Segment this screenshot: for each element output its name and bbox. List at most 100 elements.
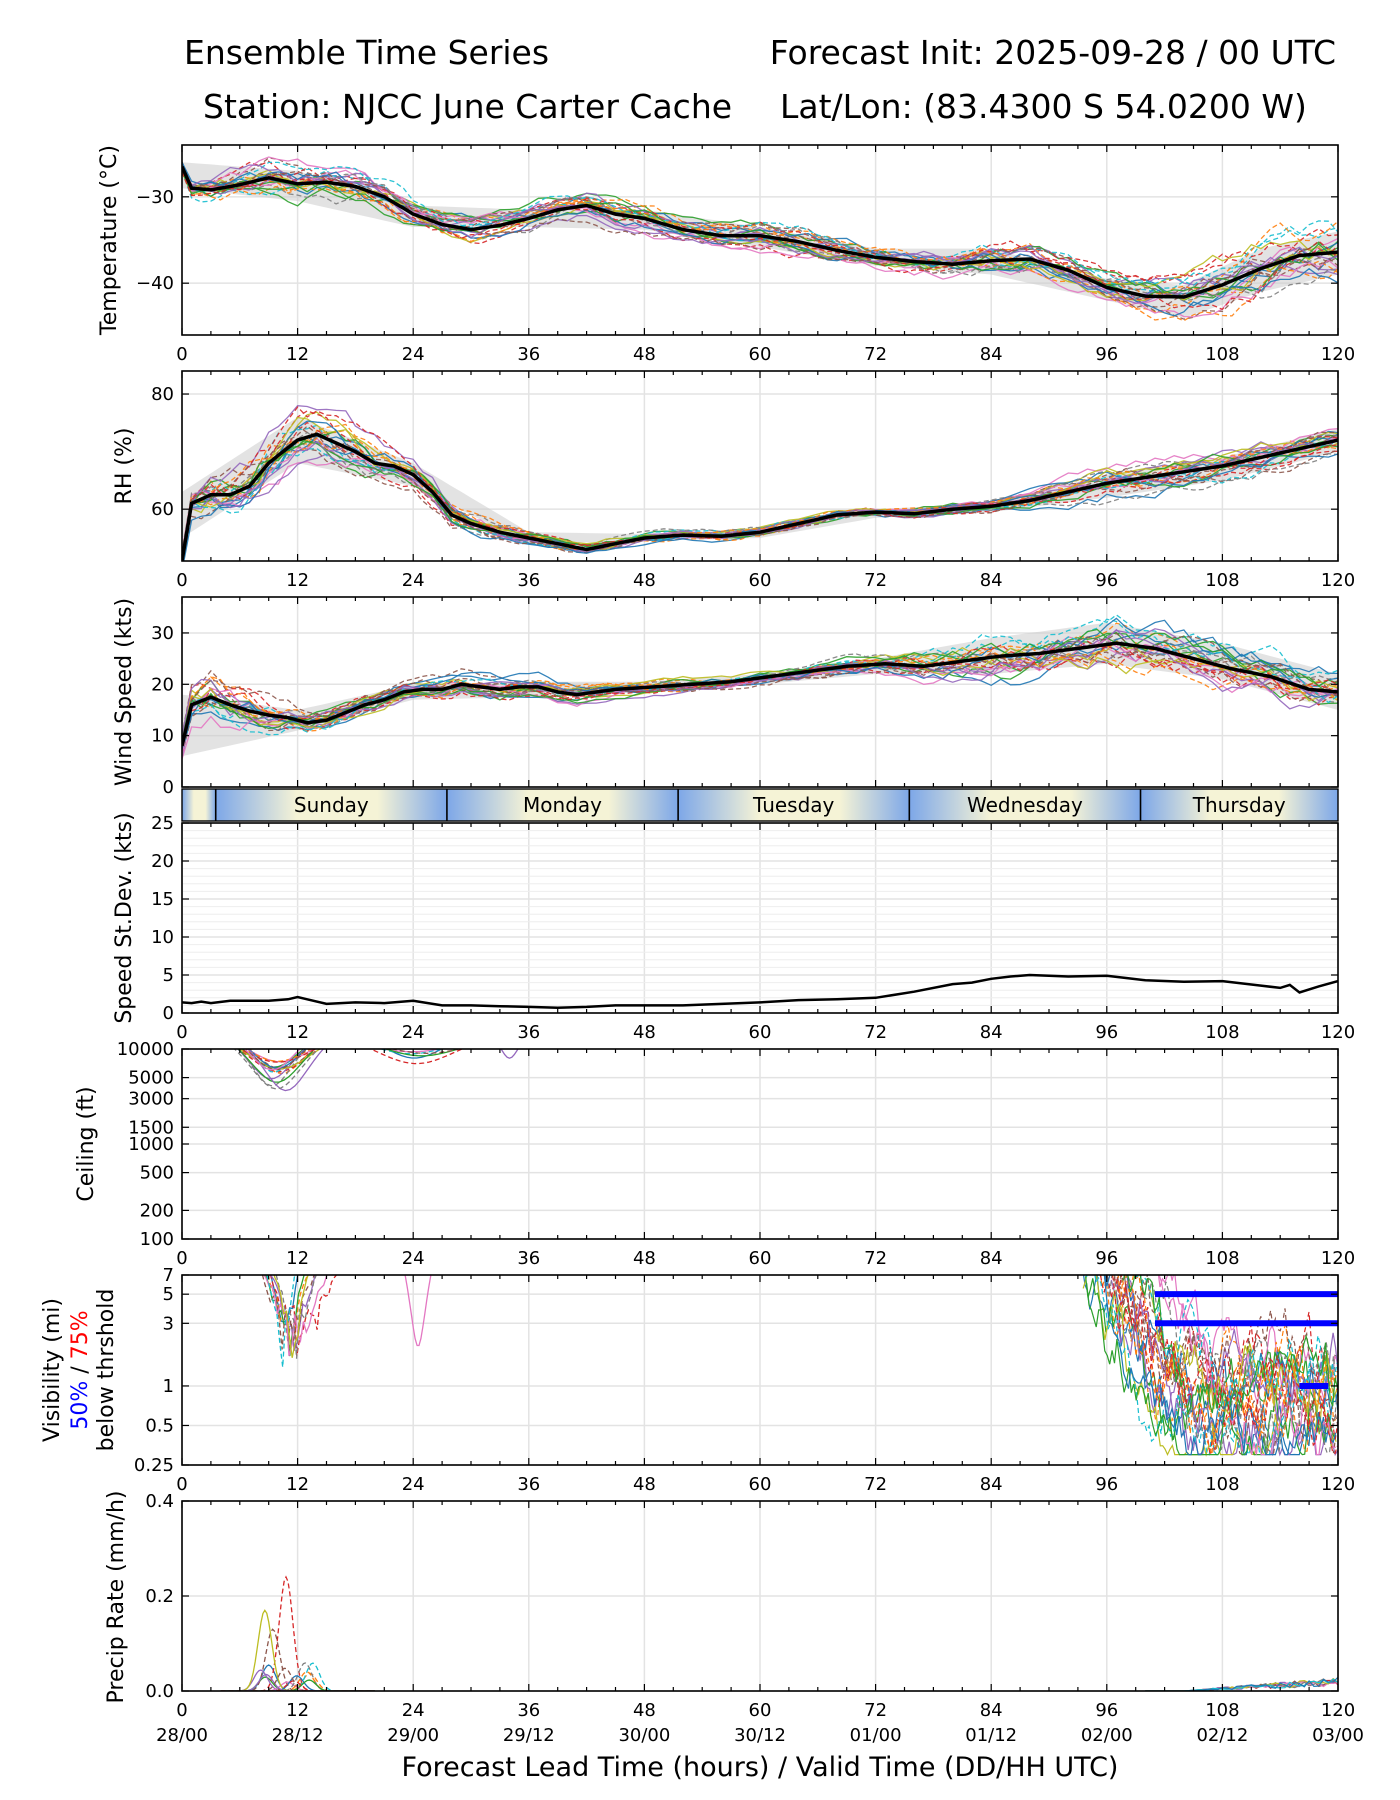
x-tick-label: 84 bbox=[980, 1700, 1003, 1721]
plot-area-speed_stdev bbox=[182, 973, 1338, 1009]
temperature-ylabel: Temperature (°C) bbox=[97, 145, 122, 336]
stdev-ylabel: Speed St.Dev. (kts) bbox=[112, 812, 137, 1023]
x-tick-label: 24 bbox=[402, 1022, 425, 1043]
day-label-monday: Monday bbox=[523, 793, 602, 817]
x-tick-label: 0 bbox=[176, 1022, 187, 1043]
day-label-sunday: Sunday bbox=[294, 793, 369, 817]
x-tick-label: 36 bbox=[517, 1474, 540, 1495]
precip-member-line bbox=[220, 1680, 375, 1691]
ensemble-member-line bbox=[182, 436, 1338, 558]
precip-member-line bbox=[220, 1675, 375, 1691]
x-tick-label: 48 bbox=[633, 1474, 656, 1495]
plot-area-visibility bbox=[261, 1275, 1338, 1457]
x-tick-label: 0 bbox=[176, 570, 187, 591]
y-tick-label: 0.2 bbox=[145, 1586, 174, 1607]
valid-time-label: 01/12 bbox=[965, 1725, 1017, 1746]
y-tick-label: 10 bbox=[151, 726, 174, 747]
x-tick-label: 96 bbox=[1095, 1700, 1118, 1721]
y-tick-label: 20 bbox=[151, 674, 174, 695]
panel-speed_stdev: 0 12 24 36 48 60 72 84 96 108 120 0 5 10 15 20 25 bbox=[151, 813, 1355, 1043]
x-tick-label: 72 bbox=[864, 344, 887, 365]
x-tick-label: 12 bbox=[286, 344, 309, 365]
x-tick-label: 108 bbox=[1205, 1474, 1239, 1495]
x-tick-label: 48 bbox=[633, 344, 656, 365]
x-tick-label: 0 bbox=[176, 1700, 187, 1721]
y-tick-label: 3 bbox=[163, 1313, 174, 1334]
x-tick-label: 120 bbox=[1321, 1474, 1355, 1495]
visibility-member-line bbox=[1111, 1275, 1338, 1455]
visibility-sep-label: / bbox=[68, 1359, 93, 1380]
y-tick-label: 5000 bbox=[128, 1068, 174, 1089]
y-tick-label: 0.0 bbox=[145, 1681, 174, 1702]
x-tick-label: 84 bbox=[980, 1474, 1003, 1495]
ensemble-member-line bbox=[182, 168, 1338, 318]
visibility-member-line bbox=[266, 1275, 296, 1368]
rh-ylabel: RH (%) bbox=[112, 428, 137, 505]
ceiling-member-line bbox=[378, 1049, 444, 1055]
x-tick-label: 120 bbox=[1321, 570, 1355, 591]
y-tick-label: 0 bbox=[163, 777, 174, 798]
x-tick-label: 60 bbox=[749, 570, 772, 591]
y-tick-label: 0.4 bbox=[145, 1491, 174, 1512]
stdev-line bbox=[182, 973, 1338, 1009]
precip-member-line bbox=[220, 1609, 375, 1691]
precip-member-line bbox=[220, 1575, 375, 1691]
day-segment bbox=[446, 789, 679, 821]
x-tick-label: 72 bbox=[864, 570, 887, 591]
ensemble-member-line bbox=[182, 423, 1338, 561]
visibility-member-line bbox=[1104, 1275, 1338, 1455]
x-tick-label: 108 bbox=[1205, 1700, 1239, 1721]
ensemble-member-line bbox=[182, 169, 1338, 296]
day-label-wednesday: Wednesday bbox=[967, 793, 1083, 817]
y-tick-label: 20 bbox=[151, 851, 174, 872]
x-tick-label: 60 bbox=[749, 1700, 772, 1721]
ceiling-member-line bbox=[247, 1049, 305, 1069]
x-tick-label: 12 bbox=[286, 1474, 309, 1495]
y-tick-label: 30 bbox=[151, 623, 174, 644]
x-tick-label: 12 bbox=[286, 570, 309, 591]
station-title: Station: NJCC June Carter Cache bbox=[203, 87, 732, 126]
x-tick-label: 60 bbox=[749, 1022, 772, 1043]
x-tick-label: 72 bbox=[864, 1248, 887, 1269]
visibility-50-label: 50% bbox=[68, 1381, 93, 1430]
x-tick-label: 108 bbox=[1205, 570, 1239, 591]
ceiling-member-line bbox=[500, 1049, 519, 1059]
valid-time-label: 28/12 bbox=[272, 1725, 324, 1746]
ensemble-member-line bbox=[182, 651, 1338, 755]
x-tick-label: 48 bbox=[633, 1022, 656, 1043]
x-tick-label: 24 bbox=[402, 570, 425, 591]
x-tick-label: 36 bbox=[517, 1248, 540, 1269]
y-tick-label: −40 bbox=[136, 273, 174, 294]
chart-title-left: Ensemble Time Series bbox=[184, 33, 549, 72]
x-tick-label: 0 bbox=[176, 1248, 187, 1269]
x-tick-label: 120 bbox=[1321, 344, 1355, 365]
x-axis-label: Forecast Lead Time (hours) / Valid Time … bbox=[402, 1752, 1119, 1783]
x-tick-label: 36 bbox=[517, 1022, 540, 1043]
y-tick-label: 0 bbox=[163, 1003, 174, 1024]
ensemble-member-line bbox=[182, 165, 1338, 302]
visibility-member-line bbox=[1085, 1275, 1338, 1457]
visibility-member-line bbox=[1158, 1275, 1338, 1405]
x-tick-label: 120 bbox=[1321, 1248, 1355, 1269]
precip-member-line bbox=[1145, 1676, 1338, 1691]
ceiling-member-line bbox=[369, 1049, 463, 1065]
ceiling-member-line bbox=[233, 1049, 320, 1090]
plot-area-precip_rate bbox=[220, 1575, 1338, 1691]
ensemble-member-line bbox=[182, 166, 1338, 288]
ceiling-ylabel: Ceiling (ft) bbox=[74, 1086, 99, 1201]
valid-time-label: 01/00 bbox=[850, 1725, 902, 1746]
y-tick-label: −30 bbox=[136, 187, 174, 208]
ensemble-member-line bbox=[182, 406, 1338, 561]
ensemble-member-line bbox=[182, 431, 1338, 554]
valid-time-label: 30/12 bbox=[734, 1725, 786, 1746]
ceiling-member-line bbox=[243, 1049, 313, 1062]
x-tick-label: 84 bbox=[980, 570, 1003, 591]
day-segment bbox=[909, 789, 1141, 821]
ceiling-member-line bbox=[243, 1049, 301, 1071]
x-tick-label: 24 bbox=[402, 1474, 425, 1495]
panel-precip_rate: 0 12 24 36 48 60 72 84 96 108 120 0.0 0.2 0.4 bbox=[145, 1491, 1355, 1721]
y-tick-label: 1500 bbox=[128, 1117, 174, 1138]
x-tick-label: 72 bbox=[864, 1474, 887, 1495]
precip-member-line bbox=[1145, 1677, 1338, 1691]
valid-time-label: 29/00 bbox=[387, 1725, 439, 1746]
